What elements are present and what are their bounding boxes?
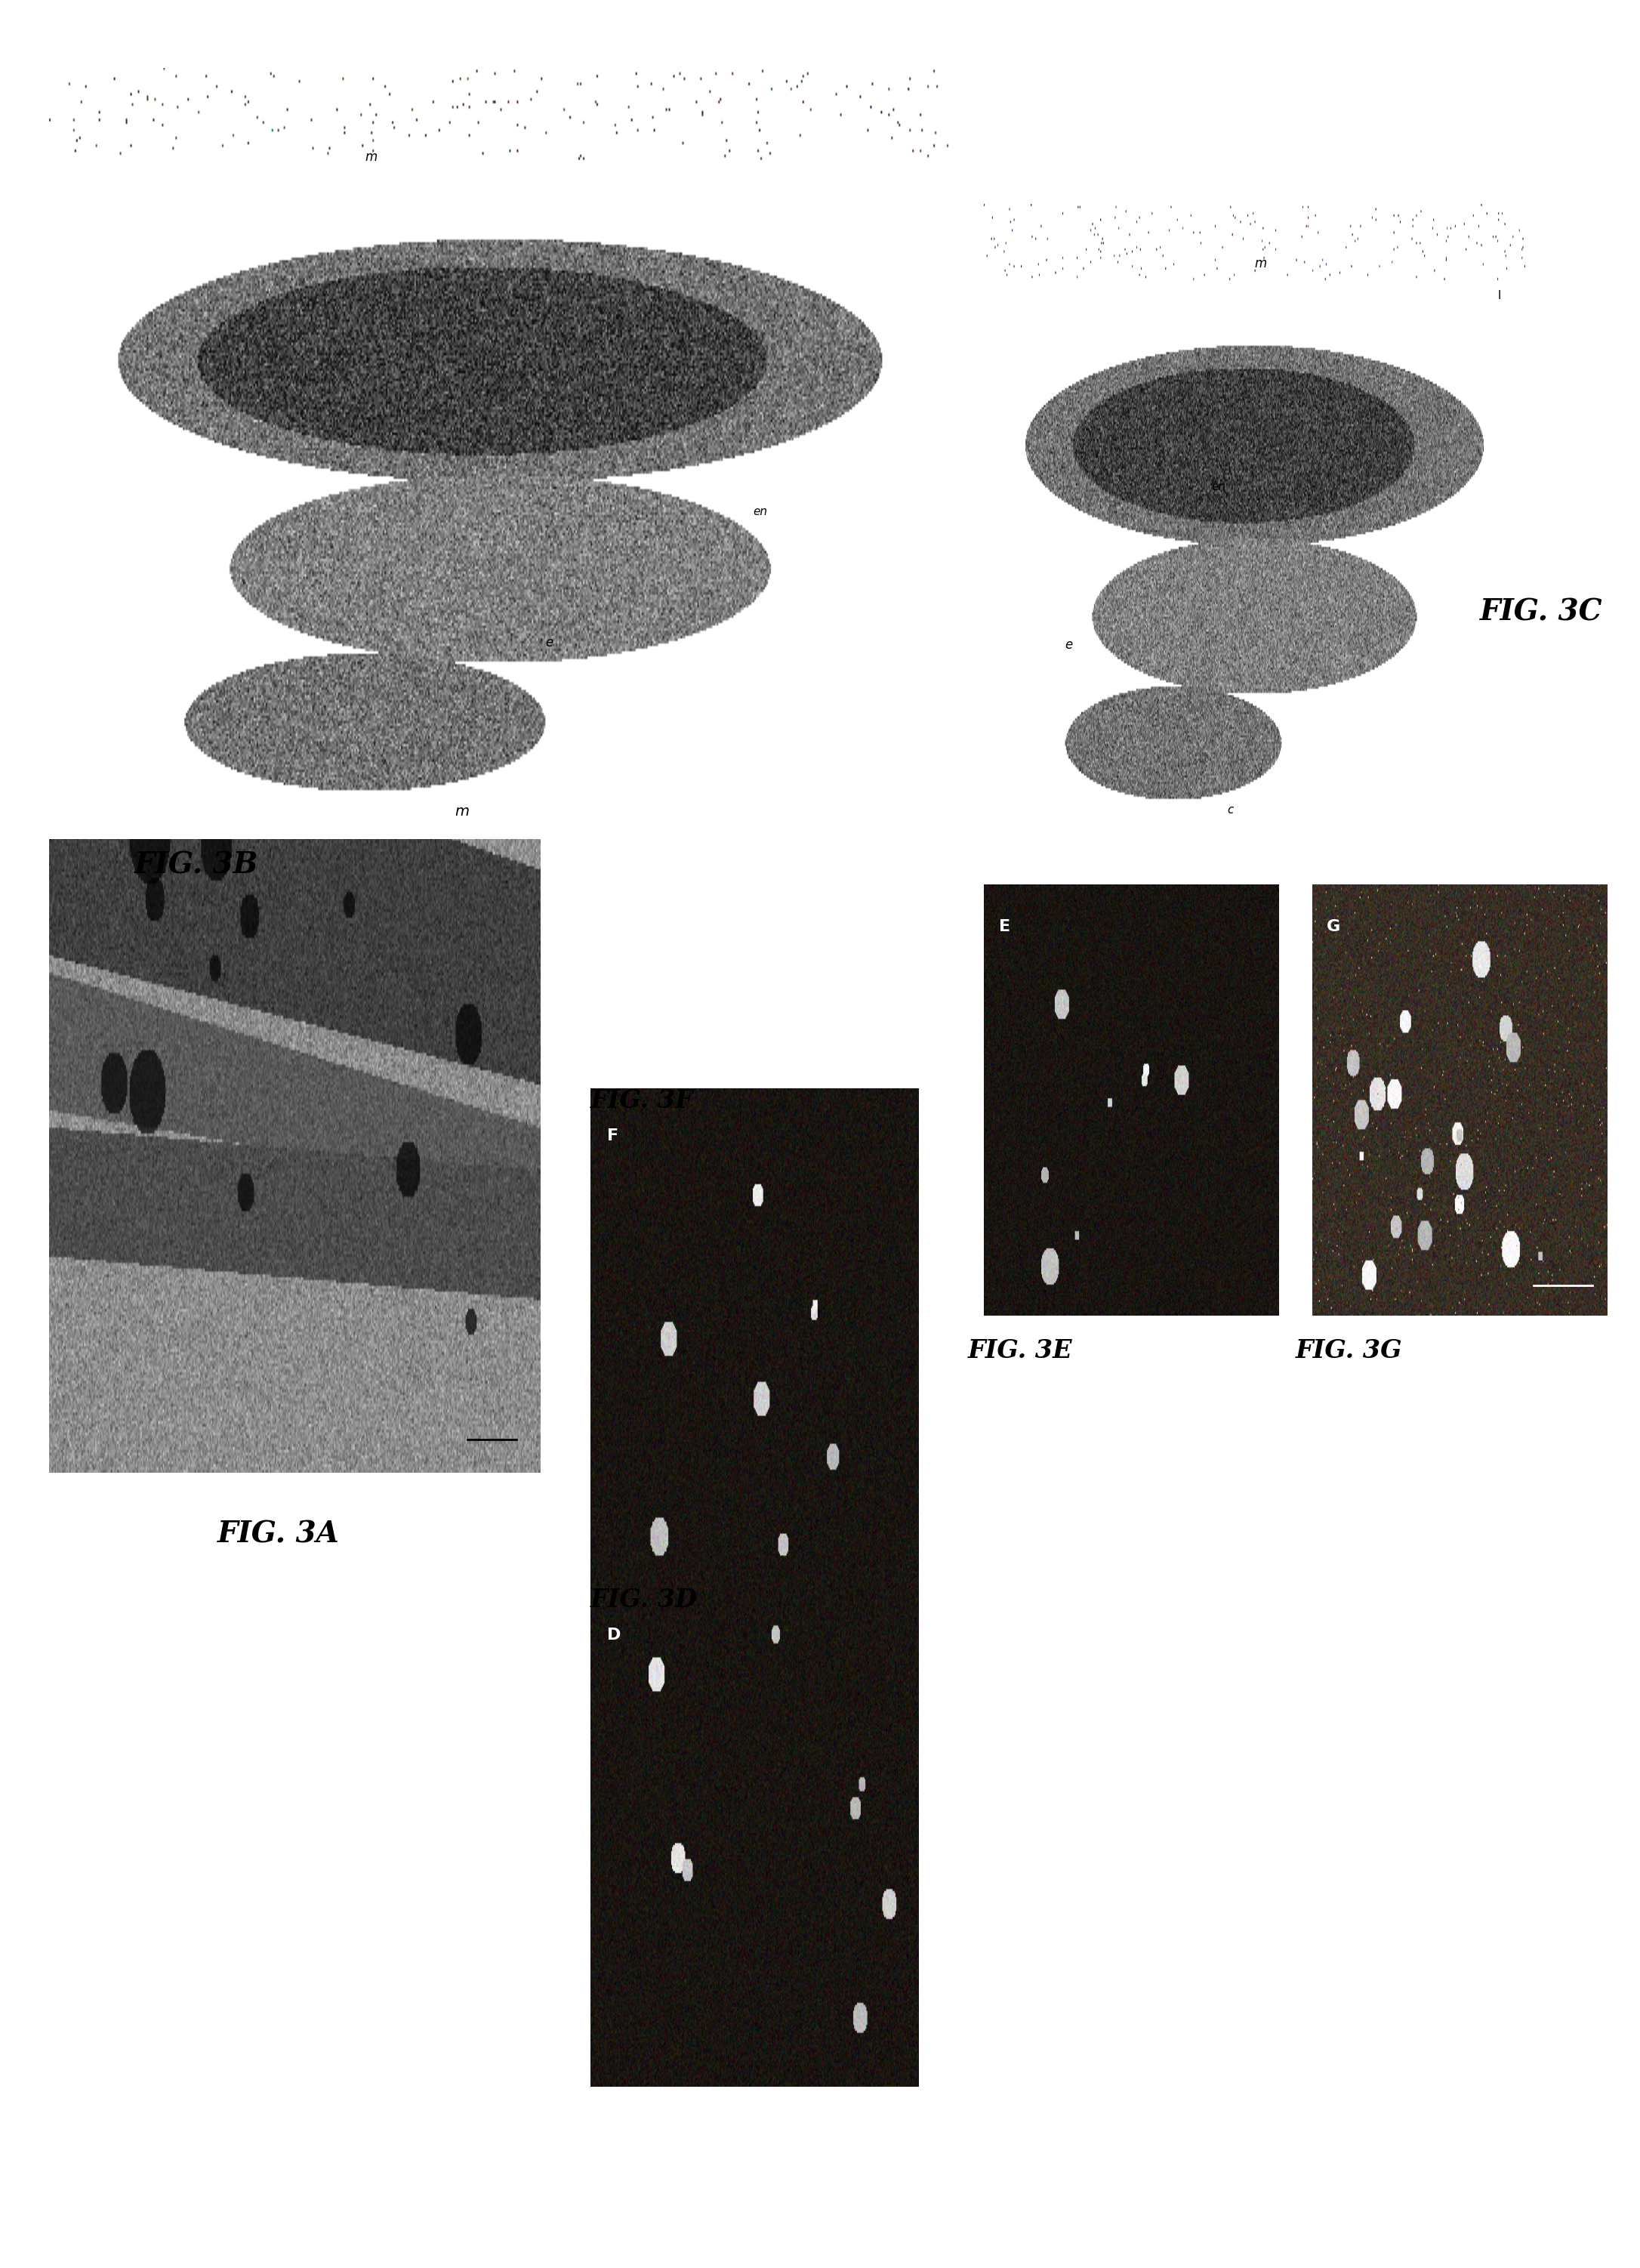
Text: m: m: [1255, 256, 1266, 270]
Text: E: E: [968, 1327, 977, 1340]
Text: FIG. 3C: FIG. 3C: [1481, 599, 1602, 626]
Text: FIG. 3B: FIG. 3B: [134, 850, 259, 880]
Text: e: e: [544, 635, 553, 649]
Text: m: m: [364, 150, 377, 163]
Text: D: D: [607, 1628, 620, 1642]
Text: FIG. 3F: FIG. 3F: [590, 1089, 694, 1114]
Text: m: m: [456, 805, 469, 819]
Text: E: E: [999, 919, 1010, 934]
Text: FIG. 3E: FIG. 3E: [968, 1338, 1073, 1363]
Text: c: c: [1227, 805, 1233, 816]
Text: F: F: [607, 1129, 618, 1143]
Text: G: G: [1327, 919, 1340, 934]
Text: FIG. 3A: FIG. 3A: [218, 1520, 339, 1549]
Text: en: en: [1212, 481, 1225, 492]
Text: FIG. 3D: FIG. 3D: [590, 1588, 697, 1613]
Text: en: en: [753, 506, 768, 517]
Text: l: l: [1499, 290, 1501, 302]
Text: e: e: [1066, 637, 1073, 651]
Text: FIG. 3G: FIG. 3G: [1296, 1338, 1402, 1363]
